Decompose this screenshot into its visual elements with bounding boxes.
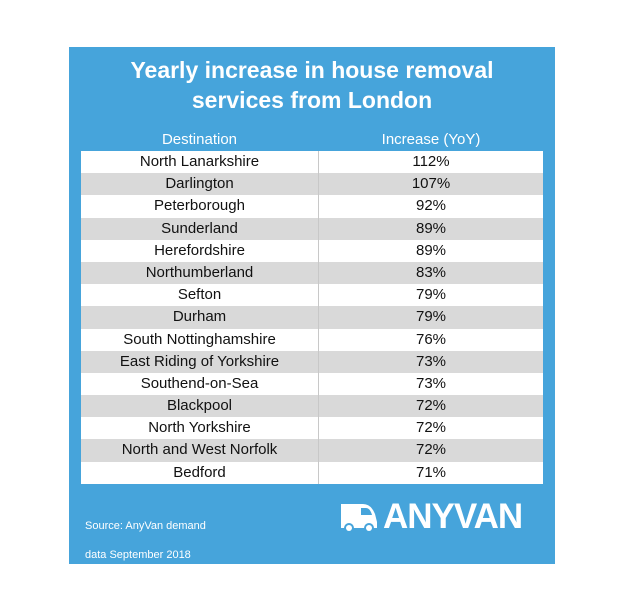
destination-cell: East Riding of Yorkshire (81, 350, 319, 373)
table-row: Sefton 79% (81, 284, 543, 307)
increase-cell: 89% (415, 241, 447, 259)
increase-cell: 76% (415, 330, 447, 348)
table-row: Southend-on-Sea 73% (81, 372, 543, 396)
table-row: North Yorkshire 72% (81, 417, 543, 440)
table-row: East Riding of Yorkshire 73% (81, 350, 543, 373)
increase-cell: 83% (415, 263, 447, 281)
destination-cell: Northumberland (81, 261, 319, 285)
data-table: North Lanarkshire 112% Darlington 107% Peter… (81, 151, 543, 484)
destination-cell: Sefton (81, 284, 319, 307)
increase-cell: 107% (411, 175, 451, 193)
destination-cell: North Lanarkshire (81, 151, 319, 174)
increase-cell: 72% (415, 419, 447, 437)
destination-cell: Blackpool (81, 395, 319, 418)
increase-cell: 79% (415, 286, 447, 304)
source-line-1: Source: AnyVan demand (85, 520, 206, 532)
destination-cell: Darlington (81, 173, 319, 196)
table-row: North Lanarkshire 112% (81, 151, 543, 174)
infographic-panel: Yearly increase in house removal service… (69, 47, 555, 564)
table-row: Bedford 71% (81, 461, 543, 484)
destination-cell: Southend-on-Sea (81, 372, 319, 396)
table-row: Blackpool 72% (81, 395, 543, 418)
increase-cell: 72% (415, 397, 447, 415)
table-row: Durham 79% (81, 306, 543, 329)
increase-cell: 72% (415, 441, 447, 459)
increase-cell: 89% (415, 219, 447, 237)
title-line-1: Yearly increase in house removal (130, 57, 494, 83)
increase-cell: 112% (412, 153, 450, 170)
table-row: North and West Norfolk 72% (81, 439, 543, 462)
destination-cell: South Nottinghamshire (81, 328, 319, 351)
increase-cell: 73% (415, 374, 447, 392)
destination-cell: Durham (81, 306, 319, 329)
table-row: Herefordshire 89% (81, 239, 543, 262)
destination-cell: Herefordshire (81, 239, 319, 262)
destination-cell: Peterborough (81, 195, 319, 218)
increase-cell: 73% (415, 352, 447, 370)
anyvan-logo: ANYVAN (337, 498, 525, 536)
source-line-2: data September 2018 (85, 549, 191, 561)
table-row: Sunderland 89% (81, 217, 543, 240)
destination-cell: Bedford (81, 461, 319, 484)
destination-cell: North Yorkshire (81, 417, 319, 440)
van-icon (341, 504, 377, 533)
column-header-destination: Destination (161, 131, 238, 148)
table-row: Peterborough 92% (81, 195, 543, 218)
increase-cell: 92% (415, 197, 447, 215)
increase-cell: 79% (415, 308, 447, 326)
table-row: Darlington 107% (81, 173, 543, 196)
table-row: Northumberland 83% (81, 261, 543, 285)
destination-cell: North and West Norfolk (81, 439, 319, 462)
table-row: South Nottinghamshire 76% (81, 328, 543, 351)
title-line-2: services from London (191, 87, 433, 113)
chart-title: Yearly increase in house removal service… (69, 55, 555, 115)
table-header: Destination Increase (YoY) (81, 131, 543, 149)
column-header-increase: Increase (YoY) (381, 131, 481, 148)
increase-cell: 71% (415, 463, 447, 481)
logo-text: ANYVAN (383, 497, 523, 536)
destination-cell: Sunderland (81, 217, 319, 240)
